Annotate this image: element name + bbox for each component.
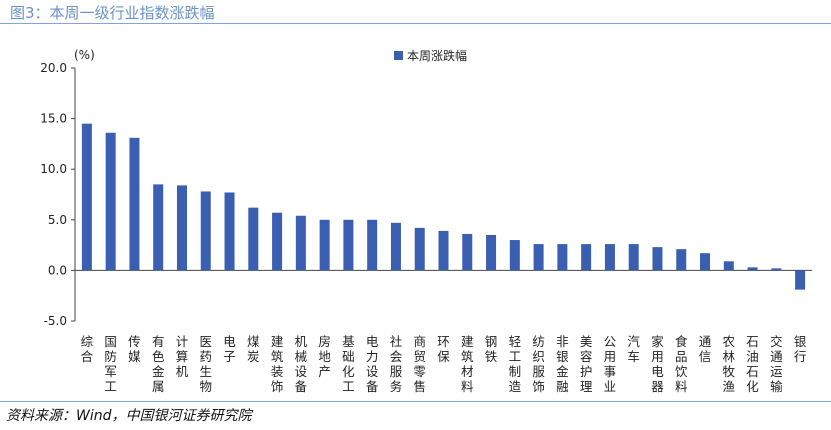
bar-16: [462, 233, 473, 271]
bar-22: [604, 244, 615, 271]
category-label-0: 综合: [81, 334, 94, 364]
category-label-16: 建筑材料: [461, 334, 474, 394]
bar-chart: 20.0 15.0 10.0 5.0 0.0 -5.0 综合国防军工传媒有色金属计算机医药…: [40, 48, 812, 394]
bar-24: [652, 247, 663, 271]
bar-27: [723, 261, 734, 271]
category-label-23: 汽车: [627, 334, 640, 364]
y-tick-label: 20.0: [40, 61, 67, 75]
top-rule: [0, 23, 831, 24]
bar-21: [581, 244, 592, 271]
category-label-15: 环保: [437, 334, 450, 364]
category-label-12: 电力设备: [366, 334, 379, 394]
bar-1: [105, 132, 116, 271]
bar-10: [319, 219, 330, 271]
category-labels: 综合国防军工传媒有色金属计算机医药生物电子煤炭建筑装饰机械设备房地产基础化工电力…: [81, 334, 807, 394]
bar-15: [438, 230, 449, 271]
category-label-25: 食品饮料: [675, 334, 688, 394]
bar-9: [295, 215, 306, 271]
category-label-21: 美容护理: [580, 334, 593, 394]
axes: 20.0 15.0 10.0 5.0 0.0 -5.0: [40, 61, 812, 328]
category-label-13: 社会服务: [390, 334, 403, 394]
category-label-4: 计算机: [176, 334, 189, 379]
category-label-1: 国防军工: [104, 334, 117, 394]
category-label-18: 轻工制造: [509, 334, 522, 394]
legend-swatch: [394, 51, 403, 60]
bar-0: [81, 123, 92, 271]
y-tick-label: 0.0: [48, 263, 67, 277]
category-label-2: 传媒: [128, 334, 141, 364]
legend: 本周涨跌幅: [394, 48, 467, 63]
bar-3: [153, 184, 164, 271]
bar-4: [176, 185, 187, 271]
y-axis-unit: (%): [74, 48, 95, 62]
legend-label: 本周涨跌幅: [407, 48, 467, 63]
bar-30: [795, 270, 806, 290]
y-tick-label: 10.0: [40, 162, 67, 176]
bar-5: [200, 191, 211, 271]
source-note: 资料来源：Wind，中国银河证券研究院: [6, 408, 252, 424]
category-label-19: 纺织服饰: [532, 334, 545, 394]
category-label-8: 建筑装饰: [271, 334, 284, 394]
bar-26: [700, 253, 711, 271]
category-label-30: 银行: [794, 334, 807, 364]
figure-title: 图3：本周一级行业指数涨跌幅: [10, 4, 215, 22]
y-tick-label: 15.0: [40, 112, 67, 126]
category-label-5: 医药生物: [200, 334, 213, 394]
category-label-29: 交通运输: [770, 334, 783, 394]
category-label-17: 钢铁: [485, 334, 498, 364]
category-label-6: 电子: [223, 334, 236, 364]
bar-14: [414, 227, 425, 271]
bar-11: [343, 219, 354, 271]
category-label-20: 非银金融: [556, 334, 569, 394]
category-label-7: 煤炭: [247, 334, 260, 364]
category-label-27: 农林牧渔: [723, 334, 736, 394]
bar-19: [533, 244, 544, 271]
bottom-rule: [0, 401, 831, 402]
category-label-11: 基础化工: [342, 334, 355, 394]
category-label-28: 石油石化: [746, 334, 759, 394]
bar-28: [747, 267, 758, 271]
category-label-10: 房地产: [318, 334, 331, 379]
category-label-9: 机械设备: [295, 334, 308, 394]
bars: [81, 123, 806, 290]
bar-7: [248, 207, 259, 271]
bar-20: [557, 244, 568, 271]
bar-6: [224, 192, 235, 271]
bar-23: [628, 244, 639, 271]
bar-2: [129, 137, 140, 271]
bar-25: [676, 249, 687, 271]
category-label-24: 家用电器: [651, 334, 664, 394]
category-label-3: 有色金属: [152, 334, 165, 394]
bar-29: [771, 268, 782, 271]
y-tick-label: 5.0: [48, 213, 67, 227]
category-label-26: 通信: [699, 334, 712, 364]
y-tick-label: -5.0: [44, 314, 67, 328]
category-label-14: 商贸零售: [413, 334, 426, 394]
bar-17: [486, 234, 497, 271]
bar-12: [367, 219, 378, 271]
bar-13: [390, 222, 401, 271]
bar-18: [509, 240, 520, 271]
bar-8: [272, 212, 283, 271]
category-label-22: 公用事业: [604, 334, 617, 394]
